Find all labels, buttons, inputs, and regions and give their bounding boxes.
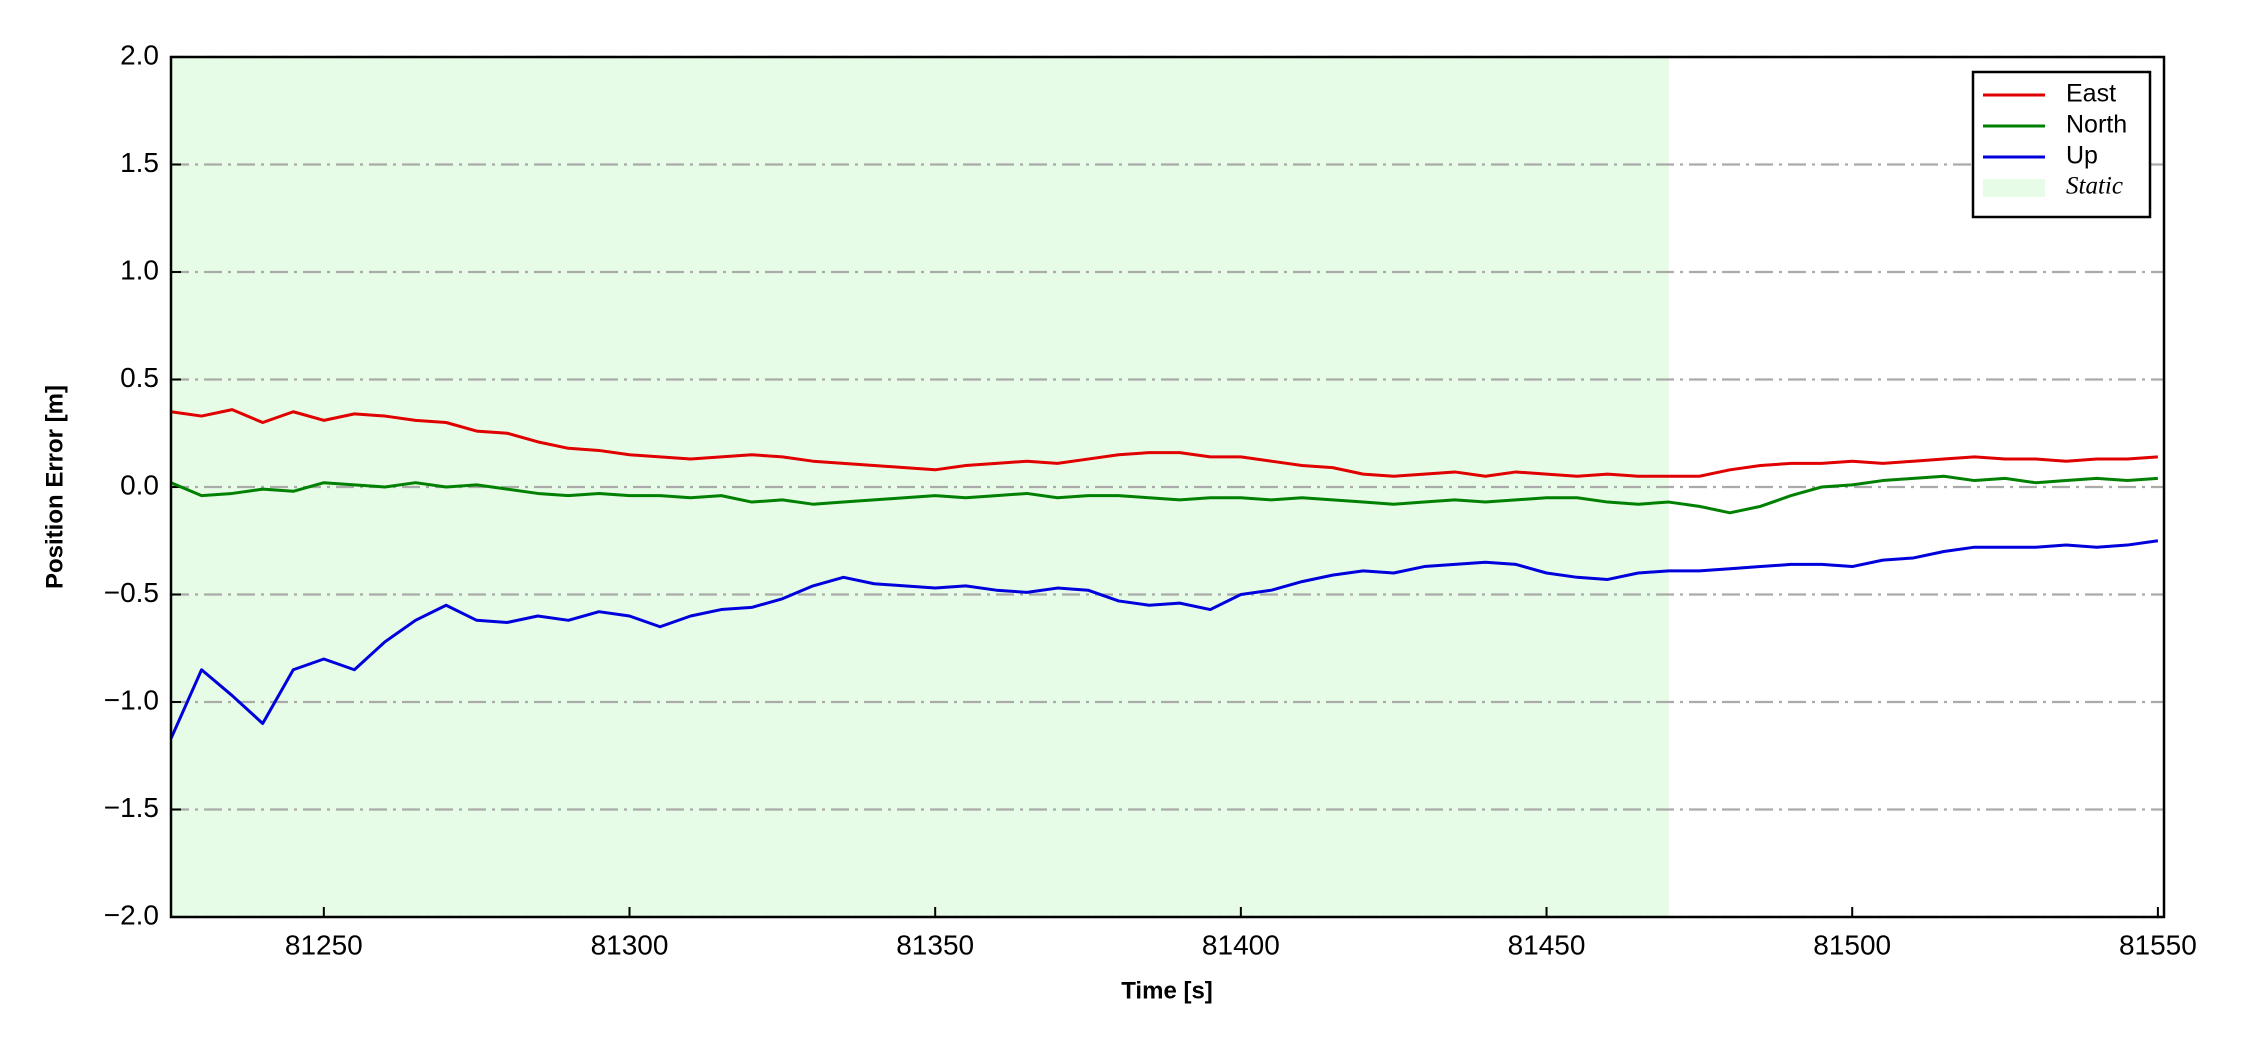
legend-label: East	[2066, 80, 2116, 108]
legend-swatch	[1983, 179, 2045, 197]
y-tick-label: 0.0	[120, 469, 159, 500]
plot-frame	[169, 55, 2166, 919]
legend-label: Static	[2066, 173, 2123, 200]
y-tick-label: 1.0	[120, 254, 159, 285]
x-tick-label: 81500	[1813, 929, 1891, 960]
y-tick-label: −2.0	[104, 899, 159, 930]
x-tick-label: 81250	[285, 929, 363, 960]
legend: East North Up Static	[1971, 70, 2152, 219]
series-line	[170, 474, 2158, 515]
y-tick-label: 0.5	[120, 362, 159, 393]
y-tick-label: −0.5	[104, 577, 159, 608]
x-tick-label: 81400	[1202, 929, 1280, 960]
legend-label: Up	[2066, 142, 2098, 170]
y-tick-label: −1.5	[104, 792, 159, 823]
y-tick-label: 1.5	[120, 147, 159, 178]
y-axis-label: Position Error [m]	[41, 385, 68, 589]
shaded-region	[171, 57, 1669, 917]
x-axis-label: Time [s]	[1121, 977, 1213, 1004]
x-tick-label: 81450	[1508, 929, 1586, 960]
x-tick-label: 81350	[896, 929, 974, 960]
legend-label: North	[2066, 111, 2127, 139]
x-tick-label: 81550	[2119, 929, 2197, 960]
series-line	[169, 539, 2159, 740]
series-line	[170, 408, 2158, 478]
y-tick-label: 2.0	[120, 39, 159, 70]
x-tick-label: 81300	[591, 929, 669, 960]
y-tick-label: −1.0	[104, 684, 159, 715]
